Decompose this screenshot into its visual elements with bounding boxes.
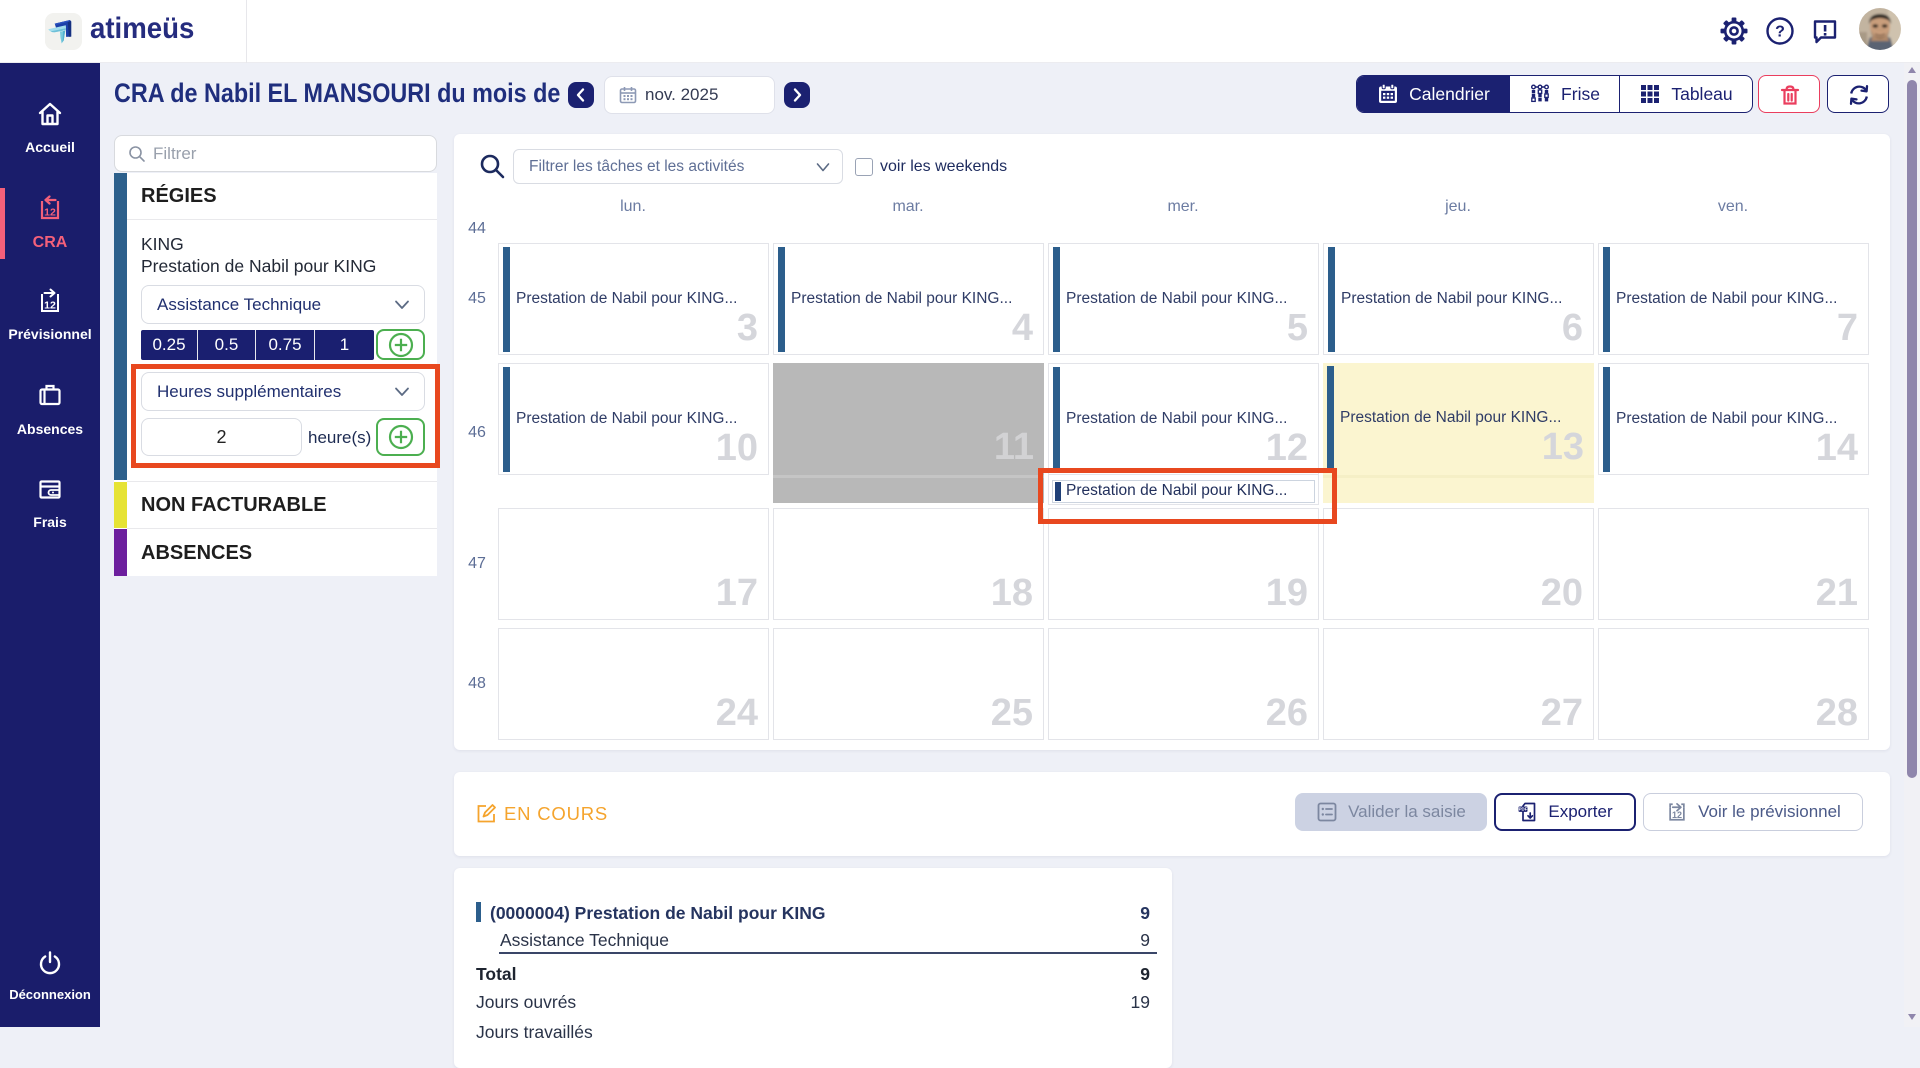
svg-text:?: ? [1775, 24, 1785, 41]
svg-text:PDF: PDF [1519, 807, 1528, 812]
svg-text:12: 12 [1672, 810, 1682, 820]
svg-text:12: 12 [44, 300, 56, 312]
svg-text:12: 12 [44, 207, 56, 219]
